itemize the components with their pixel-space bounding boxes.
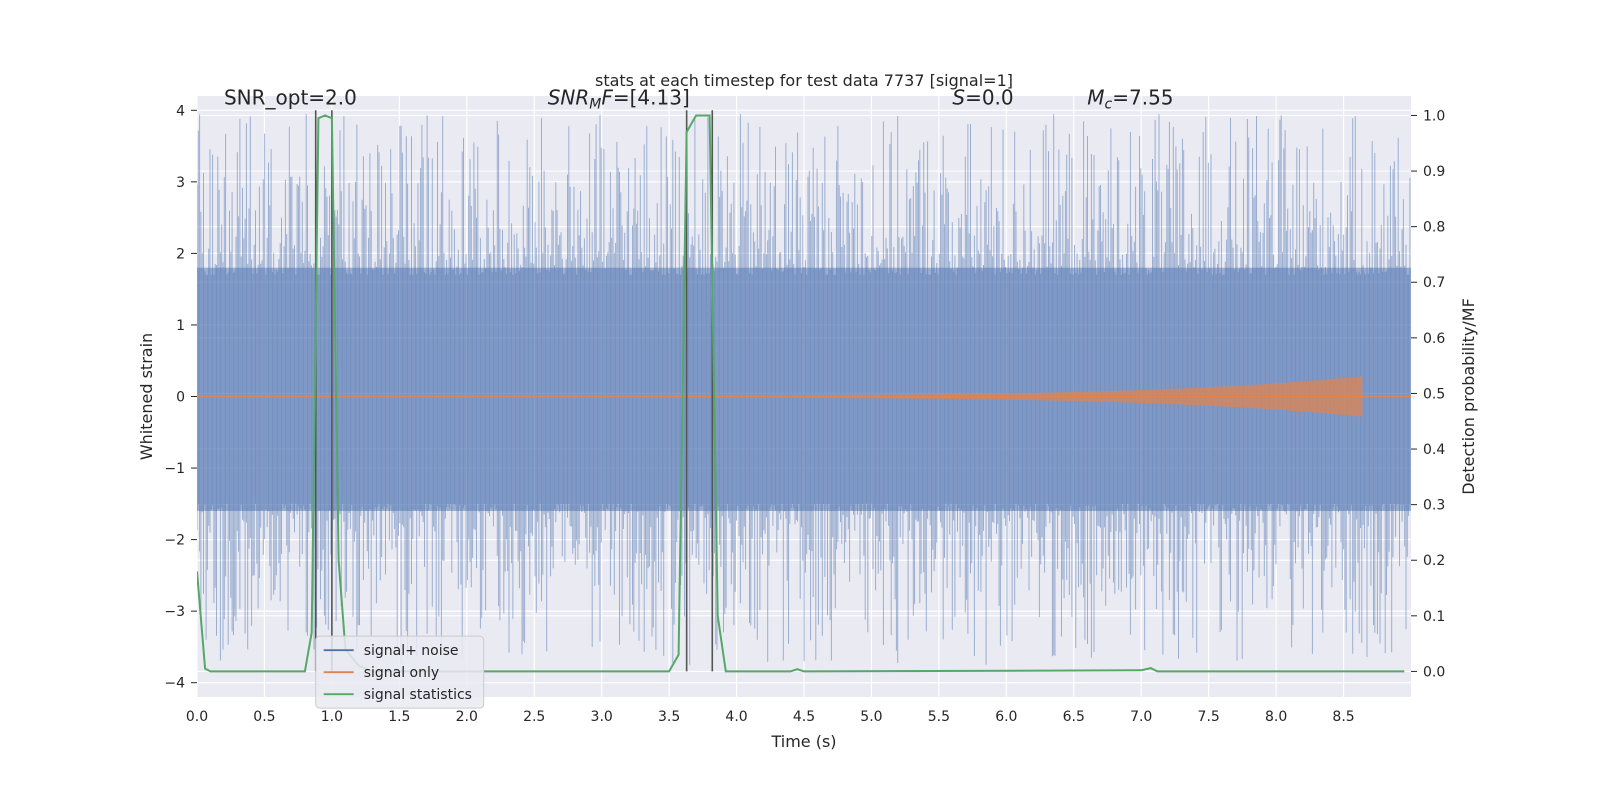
annotation-snr-mf: SNRMF=[4.13] xyxy=(548,86,690,113)
y-left-tick-label: 0 xyxy=(176,390,185,406)
x-tick-label: 3.5 xyxy=(658,709,680,725)
x-tick-label: 1.0 xyxy=(321,709,343,725)
x-tick-label: 7.0 xyxy=(1130,709,1152,725)
y-right-tick-label: 0.8 xyxy=(1423,220,1445,236)
x-tick-label: 0.0 xyxy=(186,709,208,725)
x-axis-label: Time (s) xyxy=(770,732,836,751)
x-tick-label: 6.0 xyxy=(995,709,1017,725)
annotation-mc-value: =7.55 xyxy=(1112,86,1173,110)
x-tick-label: 3.0 xyxy=(591,709,613,725)
annotation-mc-sub: c xyxy=(1105,97,1113,113)
legend-box xyxy=(315,635,485,709)
x-tick-label: 8.0 xyxy=(1265,709,1287,725)
y-right-tick-label: 0.5 xyxy=(1423,386,1445,402)
axis-ticks: 0.0 0.5 1.0 1.5 2.0 2.5 3.0 3.5 4.0 4.5 5.0 5.5 6.0 6… xyxy=(164,103,1445,725)
annotation-s: S=0.0 xyxy=(952,86,1013,110)
annotation-snr-mf-value: =[4.13] xyxy=(613,86,690,110)
legend-label-signal-only: signal only xyxy=(364,665,439,681)
y-left-tick-label: −4 xyxy=(164,676,185,692)
signal-only-series xyxy=(197,376,1411,417)
x-tick-label: 5.5 xyxy=(928,709,950,725)
annotation-mc-symbol: M xyxy=(1087,86,1104,110)
legend-label-noise: signal+ noise xyxy=(364,643,459,659)
x-tick-label: 4.5 xyxy=(793,709,815,725)
vertical-markers xyxy=(314,110,714,672)
y-right-tick-label: 0.0 xyxy=(1423,664,1445,680)
legend: signal+ noise signal only signal statist… xyxy=(315,635,485,709)
annotation-mc: Mc=7.55 xyxy=(1087,86,1173,113)
y-right-tick-label: 0.3 xyxy=(1423,498,1445,514)
y-left-tick-label: 2 xyxy=(176,246,185,262)
x-tick-label: 2.0 xyxy=(456,709,478,725)
y-left-tick-label: −3 xyxy=(164,604,185,620)
chart-title: stats at each timestep for test data 773… xyxy=(595,71,1013,90)
y-right-tick-label: 0.7 xyxy=(1423,275,1445,291)
statistics-line xyxy=(197,114,1405,673)
y-left-tick-label: 3 xyxy=(176,175,185,191)
x-tick-label: 7.5 xyxy=(1198,709,1220,725)
y-right-tick-label: 0.6 xyxy=(1423,331,1445,347)
annotation-snr-mf-rest-f: F xyxy=(601,86,613,110)
annotation-snr-mf-main: SNR xyxy=(548,86,590,110)
y-right-tick-label: 1.0 xyxy=(1423,108,1445,124)
annotation-snr-opt: SNR_opt=2.0 xyxy=(224,86,357,110)
x-tick-label: 6.5 xyxy=(1063,709,1085,725)
x-tick-label: 2.5 xyxy=(523,709,545,725)
y-left-tick-label: 4 xyxy=(176,103,185,119)
annotation-snr-mf-sub: M xyxy=(589,97,601,113)
x-tick-label: 4.0 xyxy=(725,709,747,725)
signal-statistics-series xyxy=(197,114,1405,673)
x-tick-label: 5.0 xyxy=(860,709,882,725)
y-axis-right-label: Detection probability/MF xyxy=(1459,298,1478,495)
y-axis-left-label: Whitened strain xyxy=(137,333,156,460)
x-tick-label: 0.5 xyxy=(253,709,275,725)
annotation-s-value: =0.0 xyxy=(965,86,1014,110)
legend-label-statistics: signal statistics xyxy=(364,687,472,703)
y-left-tick-label: 1 xyxy=(176,318,185,334)
x-tick-label: 1.5 xyxy=(388,709,410,725)
y-right-tick-label: 0.2 xyxy=(1423,553,1445,569)
y-left-tick-label: −2 xyxy=(164,533,185,549)
y-left-tick-label: −1 xyxy=(164,461,185,477)
y-right-tick-label: 0.4 xyxy=(1423,442,1445,458)
annotation-s-symbol: S xyxy=(952,86,965,110)
y-right-tick-label: 0.9 xyxy=(1423,164,1445,180)
y-right-tick-label: 0.1 xyxy=(1423,609,1445,625)
x-tick-label: 8.5 xyxy=(1332,709,1354,725)
